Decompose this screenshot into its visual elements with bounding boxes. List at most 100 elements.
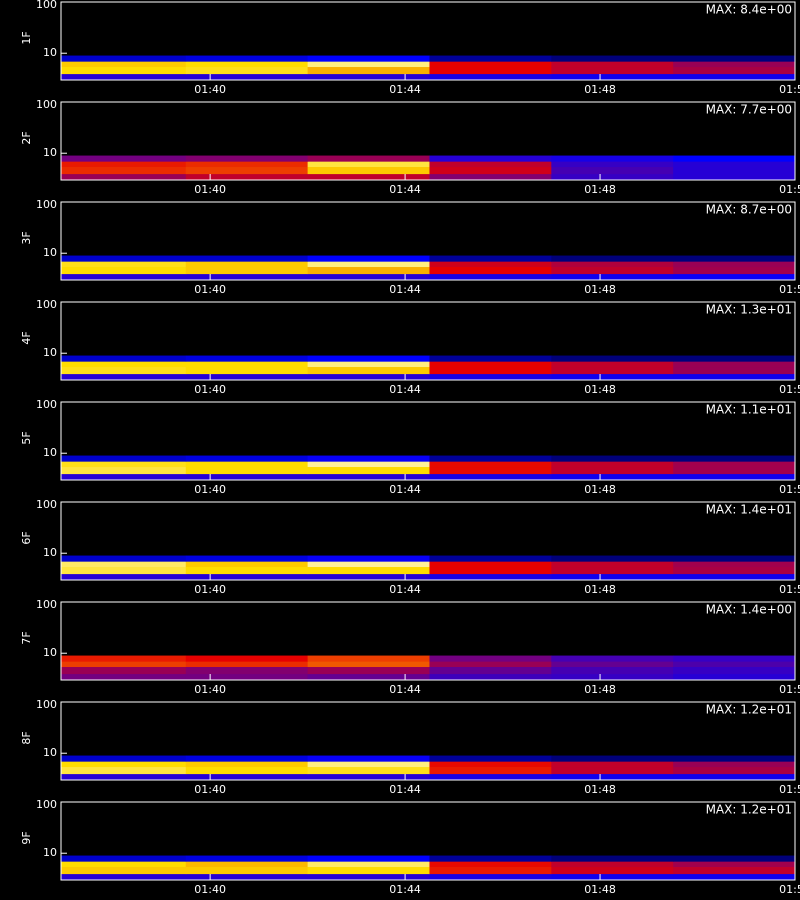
heat-cell xyxy=(61,555,187,562)
heat-cell xyxy=(551,366,674,375)
heat-cell xyxy=(429,766,552,775)
heat-cell xyxy=(307,766,430,775)
heat-cell xyxy=(429,66,552,75)
heat-cell xyxy=(673,773,796,781)
heat-cell xyxy=(673,166,796,175)
heat-cell xyxy=(673,561,796,568)
heat-cell xyxy=(429,266,552,275)
x-tick-label: 01:52 xyxy=(779,583,800,596)
max-annotation: MAX: 1.2e+01 xyxy=(706,703,792,717)
heat-cell xyxy=(307,361,430,368)
panel-label: 3F xyxy=(20,231,33,244)
heat-cell xyxy=(185,555,309,562)
plot-frame xyxy=(60,701,796,781)
heat-cell xyxy=(61,466,187,475)
x-tick-label: 01:48 xyxy=(584,783,616,796)
heat-cell xyxy=(673,61,796,68)
max-annotation: MAX: 1.2e+01 xyxy=(706,803,792,817)
y-tick-label: 100 xyxy=(36,498,57,511)
heat-cell xyxy=(61,773,187,781)
heat-cell xyxy=(551,766,674,775)
heat-cell xyxy=(185,161,309,168)
heat-cell xyxy=(429,861,552,868)
heat-cell xyxy=(185,55,309,62)
heat-cell xyxy=(61,455,187,462)
heat-cell xyxy=(673,655,796,662)
heat-cell xyxy=(185,661,309,668)
heat-cell xyxy=(185,573,309,581)
heat-cell xyxy=(61,166,187,175)
heat-cell xyxy=(307,255,430,262)
heat-cell xyxy=(673,173,796,181)
plot-frame xyxy=(60,801,796,881)
heat-cell xyxy=(429,166,552,175)
heat-cell xyxy=(673,855,796,862)
heat-cell xyxy=(673,566,796,575)
heat-cell xyxy=(61,766,187,775)
heat-cell xyxy=(429,455,552,462)
heat-cell xyxy=(673,673,796,681)
heat-cell xyxy=(673,155,796,162)
heat-cell xyxy=(429,573,552,581)
heat-cell xyxy=(61,261,187,268)
heat-cell xyxy=(673,661,796,668)
y-tick-label: 10 xyxy=(43,346,57,359)
heat-cell xyxy=(673,755,796,762)
x-tick-label: 01:48 xyxy=(584,683,616,696)
heat-cell xyxy=(307,666,430,675)
heat-cell xyxy=(551,861,674,868)
heat-cell xyxy=(429,61,552,68)
x-tick-label: 01:52 xyxy=(779,483,800,496)
heat-cell xyxy=(551,173,674,181)
heat-cell xyxy=(551,66,674,75)
heat-cell xyxy=(61,561,187,568)
heat-cell xyxy=(185,255,309,262)
x-tick-label: 01:40 xyxy=(194,683,226,696)
heat-cell xyxy=(185,455,309,462)
heat-cell xyxy=(429,761,552,768)
heat-cell xyxy=(551,755,674,762)
max-annotation: MAX: 8.7e+00 xyxy=(706,203,792,217)
y-tick-label: 100 xyxy=(36,298,57,311)
panel-label: 5F xyxy=(20,431,33,444)
heat-cell xyxy=(429,155,552,162)
max-annotation: MAX: 1.1e+01 xyxy=(706,403,792,417)
heat-cell xyxy=(61,355,187,362)
x-tick-label: 01:44 xyxy=(389,583,421,596)
heat-cell xyxy=(61,273,187,281)
heat-cell xyxy=(185,466,309,475)
heat-cell xyxy=(185,755,309,762)
heat-cell xyxy=(429,773,552,781)
heat-cell xyxy=(551,361,674,368)
heat-cell xyxy=(429,473,552,481)
heat-cell xyxy=(185,166,309,175)
heat-cell xyxy=(673,766,796,775)
heat-cell xyxy=(307,161,430,168)
x-tick-label: 01:52 xyxy=(779,783,800,796)
x-tick-label: 01:52 xyxy=(779,283,800,296)
x-tick-label: 01:48 xyxy=(584,483,616,496)
panel-label: 8F xyxy=(20,731,33,744)
heat-cell xyxy=(61,55,187,62)
heat-cell xyxy=(551,655,674,662)
heat-cell xyxy=(429,273,552,281)
heat-cell xyxy=(307,655,430,662)
heat-cell xyxy=(551,461,674,468)
heat-cell xyxy=(673,873,796,881)
heat-cell xyxy=(429,655,552,662)
heat-cell xyxy=(429,566,552,575)
heat-cell xyxy=(61,366,187,375)
heat-cell xyxy=(429,373,552,381)
heat-cell xyxy=(551,555,674,562)
heat-cell xyxy=(551,161,674,168)
heat-cell xyxy=(307,761,430,768)
x-tick-label: 01:44 xyxy=(389,183,421,196)
heat-cell xyxy=(551,466,674,475)
heat-cell xyxy=(185,666,309,675)
heat-cell xyxy=(61,73,187,81)
heat-cell xyxy=(61,573,187,581)
heat-cell xyxy=(429,466,552,475)
panel-label: 1F xyxy=(20,31,33,44)
plot-frame xyxy=(60,101,796,181)
